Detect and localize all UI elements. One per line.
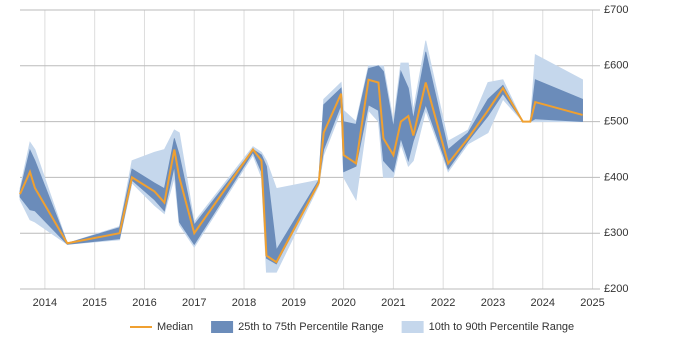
legend-label: 25th to 75th Percentile Range [238,321,384,333]
x-tick-label: 2023 [481,297,505,309]
x-tick-label: 2014 [33,297,57,309]
x-tick-label: 2018 [232,297,256,309]
x-tick-label: 2022 [431,297,455,309]
legend-swatch [401,321,424,333]
legend-label: Median [157,321,193,333]
x-tick-label: 2017 [182,297,206,309]
x-tick-label: 2020 [331,297,355,309]
x-tick-label: 2015 [82,297,106,309]
y-tick-label: £600 [604,60,628,72]
legend-label: 10th to 90th Percentile Range [429,321,575,333]
y-tick-label: £500 [604,116,628,128]
median-line [19,78,583,264]
x-tick-label: 2025 [580,297,604,309]
x-tick-label: 2021 [381,297,405,309]
y-tick-label: £300 [604,227,628,239]
x-tick-label: 2024 [531,297,555,309]
legend-swatch [211,321,234,333]
y-tick-label: £400 [604,171,628,183]
y-tick-label: £700 [604,4,628,16]
y-tick-label: £200 [604,283,628,295]
x-tick-label: 2016 [132,297,156,309]
x-tick-label: 2019 [282,297,306,309]
percentile-band [19,51,583,265]
